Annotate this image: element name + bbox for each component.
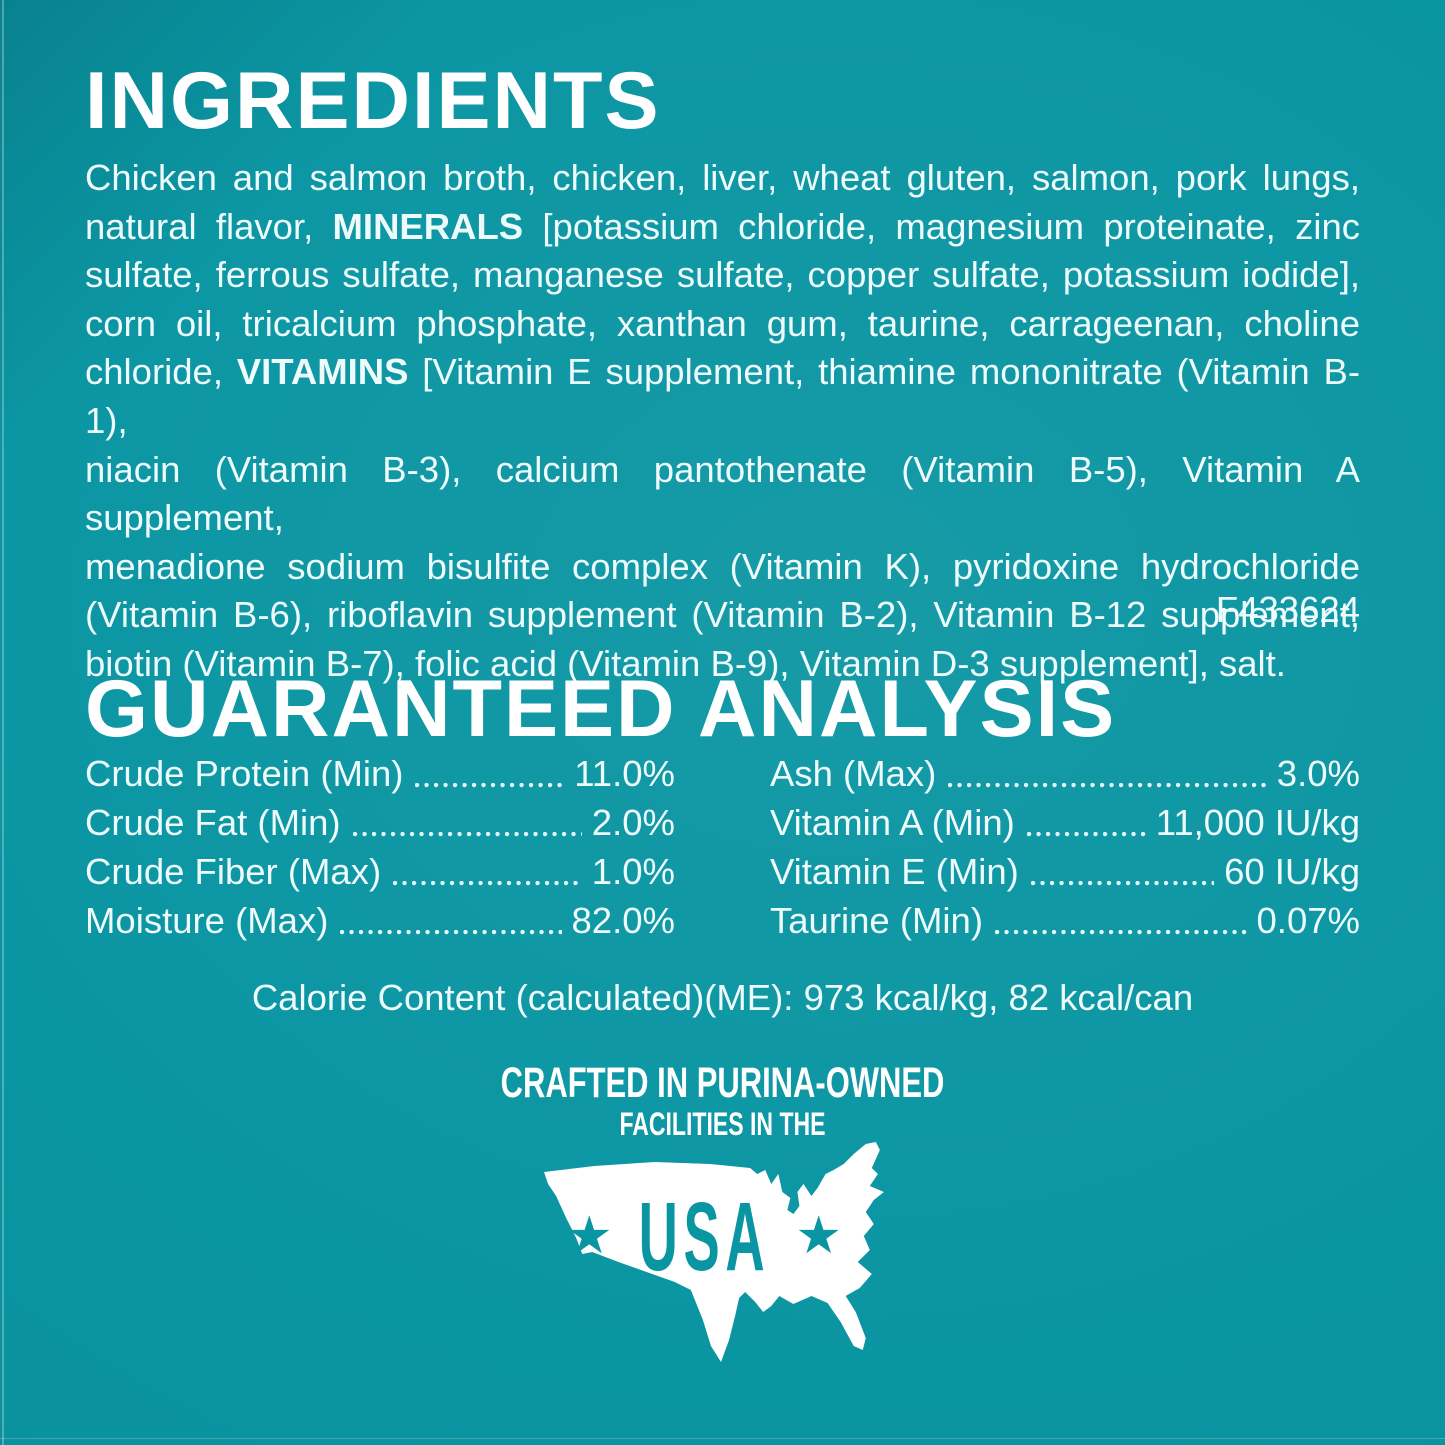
star-icon: ★	[795, 1206, 843, 1266]
formula-code: F433624	[1215, 589, 1360, 630]
ingredient-text: [potassium chloride, magnesium proteinat…	[523, 205, 1360, 247]
crafted-in-usa-block: CRAFTED IN PURINA-OWNED FACILITIES IN TH…	[0, 1060, 1445, 1141]
crafted-line-1: CRAFTED IN PURINA-OWNED	[500, 1059, 945, 1107]
analysis-value: 3.0%	[1276, 753, 1360, 794]
dotted-leader	[391, 847, 582, 896]
calorie-content-line: Calorie Content (calculated)(ME): 973 kc…	[251, 977, 1194, 1018]
ingredient-text: menadione sodium bisulfite complex (Vita…	[85, 545, 1360, 587]
label-edge-highlight-bottom	[0, 1438, 1445, 1439]
ingredients-line: natural flavor, MINERALS [potassium chlo…	[85, 203, 1360, 252]
ingredients-line: sulfate, ferrous sulfate, manganese sulf…	[85, 251, 1360, 300]
dotted-leader	[992, 896, 1247, 945]
dotted-leader	[413, 749, 565, 798]
usa-wordmark: ★ USA ★	[518, 1186, 890, 1286]
analysis-label: Ash (Max)	[770, 753, 937, 794]
analysis-row: Vitamin A (Min) 11,000 IU/kg	[770, 798, 1360, 847]
analysis-row: Moisture (Max) 82.0%	[85, 896, 675, 945]
ingredients-heading: INGREDIENTS	[85, 56, 661, 146]
analysis-label: Vitamin A (Min)	[770, 802, 1015, 843]
dotted-leader	[1024, 798, 1146, 847]
analysis-label: Crude Protein (Min)	[85, 753, 404, 794]
analysis-label: Vitamin E (Min)	[770, 851, 1019, 892]
guaranteed-analysis-heading: GUARANTEED ANALYSIS	[85, 664, 1117, 754]
ingredient-text: niacin (Vitamin B-3), calcium pantothena…	[85, 448, 1360, 539]
ingredient-text: Chicken and salmon broth, chicken, liver…	[85, 157, 1360, 198]
analysis-right: Ash (Max) 3.0% Vitamin A (Min) 11,000 IU/kg…	[770, 749, 1360, 945]
ingredient-group-name: MINERALS	[332, 205, 524, 247]
analysis-label: Crude Fat (Min)	[85, 802, 341, 843]
analysis-value: 11,000 IU/kg	[1155, 802, 1360, 843]
analysis-value: 82.0%	[571, 900, 676, 941]
analysis-row: Crude Protein (Min) 11.0%	[85, 749, 675, 798]
ingredient-text: corn oil, tricalcium phosphate, xanthan …	[85, 302, 1360, 344]
ingredients-line: Chicken and salmon broth, chicken, liver…	[85, 154, 1360, 203]
analysis-value: 2.0%	[591, 802, 675, 843]
usa-text: USA	[638, 1181, 770, 1291]
ingredient-text: (Vitamin B-6), riboflavin supplement (Vi…	[85, 594, 1360, 636]
dotted-leader	[1028, 847, 1215, 896]
analysis-left: Crude Protein (Min) 11.0% Crude Fat (Min) 2…	[85, 749, 675, 945]
analysis-row: Crude Fiber (Max) 1.0%	[85, 847, 675, 896]
analysis-row: Taurine (Min) 0.07%	[770, 896, 1360, 945]
guaranteed-analysis-table: Crude Protein (Min) 11.0% Crude Fat (Min) 2…	[85, 749, 1360, 945]
ingredients-line: niacin (Vitamin B-3), calcium pantothena…	[85, 446, 1360, 543]
ingredient-group-name: VITAMINS	[236, 351, 409, 393]
analysis-row: Ash (Max) 3.0%	[770, 749, 1360, 798]
ingredients-line: (Vitamin B-6), riboflavin supplement (Vi…	[85, 591, 1360, 640]
ingredients-line: corn oil, tricalcium phosphate, xanthan …	[85, 300, 1360, 349]
label-edge-highlight-left	[2, 0, 4, 1445]
analysis-label: Crude Fiber (Max)	[85, 851, 382, 892]
dotted-leader	[338, 896, 562, 945]
analysis-value: 60 IU/kg	[1224, 851, 1360, 892]
analysis-label: Taurine (Min)	[770, 900, 983, 941]
star-icon: ★	[565, 1206, 613, 1266]
analysis-row: Crude Fat (Min) 2.0%	[85, 798, 675, 847]
crafted-line-2: FACILITIES IN THE	[619, 1106, 826, 1142]
analysis-value: 1.0%	[591, 851, 675, 892]
ingredients-line: chloride, VITAMINS [Vitamin E supplement…	[85, 348, 1360, 445]
dotted-leader	[946, 749, 1267, 798]
ingredients-line: menadione sodium bisulfite complex (Vita…	[85, 543, 1360, 592]
analysis-value: 0.07%	[1256, 900, 1361, 941]
analysis-label: Moisture (Max)	[85, 900, 329, 941]
ingredient-text: biotin (Vitamin B-7), folic acid (Vitami…	[85, 642, 1286, 684]
ingredient-text: sulfate, ferrous sulfate, manganese sulf…	[85, 254, 1360, 296]
analysis-row: Vitamin E (Min) 60 IU/kg	[770, 847, 1360, 896]
ingredient-text: chloride,	[85, 351, 237, 393]
ingredient-text: natural flavor,	[85, 205, 333, 247]
analysis-value: 11.0%	[574, 753, 675, 794]
ingredient-text: [Vitamin E supplement, thiamine mononitr…	[85, 351, 1360, 441]
ingredients-text: Chicken and salmon broth, chicken, liver…	[85, 154, 1360, 689]
dotted-leader	[350, 798, 582, 847]
usa-map-silhouette	[544, 1142, 884, 1362]
ingredients-line: biotin (Vitamin B-7), folic acid (Vitami…	[85, 640, 1360, 689]
